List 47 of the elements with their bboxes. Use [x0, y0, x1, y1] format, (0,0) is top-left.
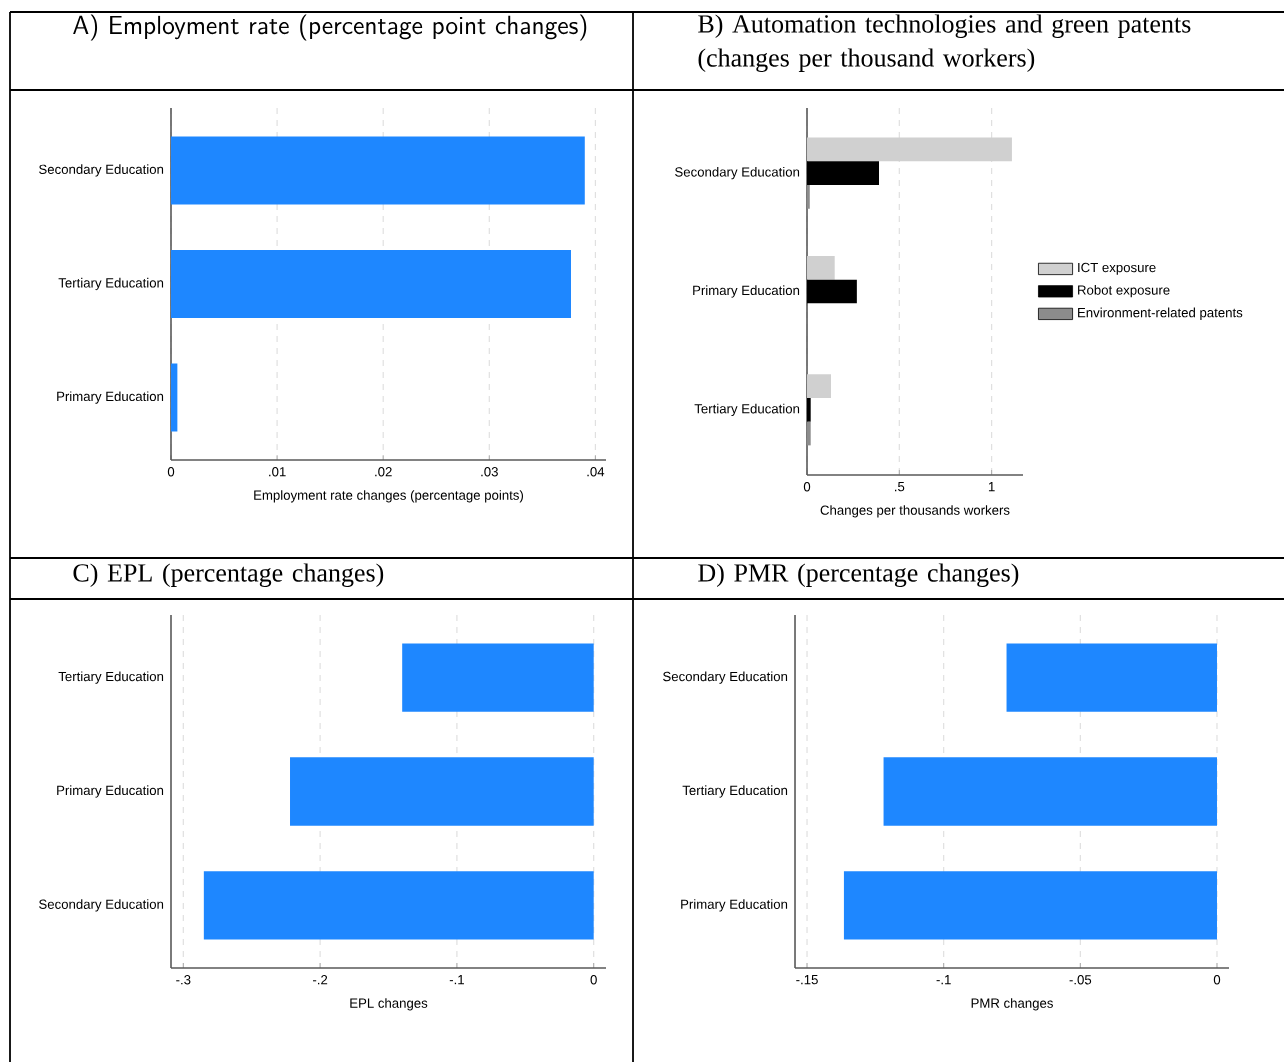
x-tick-label: .5 [895, 482, 905, 492]
bar [807, 255, 835, 280]
y-tick-label: Primary Education [57, 391, 164, 404]
x-tick-label: -.05 [1069, 975, 1092, 985]
x-tick-label: -.2 [313, 975, 328, 985]
bar [807, 279, 857, 304]
chart-title: A) Employment rate (percentage point changes) [73, 14, 587, 41]
x-tick-label: -.1 [936, 975, 951, 985]
y-tick-label: Tertiary Education [58, 277, 164, 291]
legend-label: Environment-related patents [1078, 307, 1243, 320]
x-axis-title: PMR changes [971, 998, 1053, 1011]
x-tick-label: .01 [269, 467, 286, 477]
x-tick-label: -.1 [449, 975, 464, 985]
chart-title: D) PMR (percentage changes) [698, 563, 1019, 588]
chart-title: C) EPL (percentage changes) [73, 563, 384, 588]
y-tick-label: Tertiary Education [694, 403, 800, 417]
legend-label: Robot exposure [1078, 285, 1170, 298]
x-tick-label: 0 [167, 467, 175, 477]
y-tick-label: Tertiary Education [58, 671, 164, 684]
y-tick-label: Primary Education [693, 285, 800, 298]
x-tick-label: -.15 [796, 975, 818, 985]
bar [807, 374, 832, 399]
x-axis-title: Employment rate changes (percentage points) [254, 490, 524, 503]
y-tick-label: Secondary Education [39, 899, 164, 912]
x-tick-label: 1 [988, 482, 995, 492]
x-tick-label: -.3 [176, 975, 191, 985]
x-tick-label: .04 [587, 467, 605, 477]
y-tick-label: Tertiary Education [682, 785, 788, 798]
x-axis-title: Changes per thousands workers [820, 505, 1010, 518]
bar [807, 137, 1012, 162]
y-tick-label: Primary Education [57, 785, 164, 798]
y-tick-label: Secondary Education [675, 166, 800, 180]
y-tick-label: Primary Education [681, 899, 788, 912]
x-axis-title: EPL changes [350, 998, 428, 1011]
legend-label: ICT exposure [1078, 262, 1156, 275]
bar [171, 363, 178, 432]
bar [807, 161, 880, 185]
y-tick-label: Secondary Education [663, 671, 788, 684]
x-tick-label: 0 [1213, 975, 1221, 985]
x-tick-label: .02 [375, 467, 392, 477]
bar [171, 249, 571, 319]
x-tick-label: .03 [481, 467, 498, 477]
y-tick-label: Secondary Education [39, 164, 164, 177]
x-tick-label: 0 [803, 482, 811, 492]
x-tick-label: 0 [590, 975, 597, 985]
bar [171, 136, 585, 205]
chart-title: B) Automation technologies and green patents (changes per thousand workers) [698, 14, 1191, 73]
